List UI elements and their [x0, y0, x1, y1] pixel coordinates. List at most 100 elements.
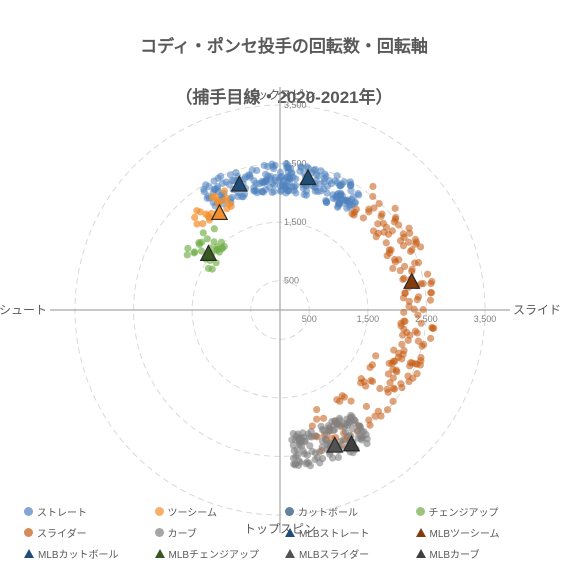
data-point: [405, 303, 412, 310]
data-point: [336, 417, 343, 424]
data-point: [384, 406, 391, 413]
data-point: [376, 385, 383, 392]
data-point: [184, 245, 191, 252]
data-point: [319, 437, 326, 444]
data-point: [364, 435, 371, 442]
data-point: [358, 375, 365, 382]
data-point: [246, 172, 253, 179]
legend-item: ストレート: [24, 504, 153, 519]
data-point: [386, 246, 393, 253]
data-point: [336, 201, 343, 208]
data-point: [427, 335, 434, 342]
legend-label: MLBスライダー: [299, 546, 369, 561]
data-point: [418, 320, 425, 327]
legend-swatch-circle: [155, 528, 164, 537]
data-point: [348, 425, 355, 432]
data-point: [339, 392, 346, 399]
data-point: [304, 163, 311, 170]
data-point: [347, 398, 354, 405]
data-point: [347, 187, 354, 194]
data-point: [264, 173, 271, 180]
data-point: [271, 162, 278, 169]
data-point: [300, 434, 307, 441]
data-point: [195, 239, 202, 246]
data-point: [417, 354, 424, 361]
data-point: [395, 221, 402, 228]
data-point: [193, 220, 200, 227]
data-point: [373, 233, 380, 240]
data-point: [398, 341, 405, 348]
legend-item: MLBツーシーム: [416, 525, 545, 540]
legend-item: MLBチェンジアップ: [155, 546, 284, 561]
data-point: [221, 187, 228, 194]
legend: ストレートツーシームカットボールチェンジアップスライダーカーブMLBストレートM…: [24, 504, 544, 561]
data-point: [283, 164, 290, 171]
legend-label: カーブ: [168, 525, 197, 540]
legend-label: MLBチェンジアップ: [169, 546, 260, 561]
data-point: [390, 385, 397, 392]
data-point: [320, 415, 327, 422]
data-point: [184, 251, 191, 258]
data-point: [253, 167, 260, 174]
data-point: [316, 459, 323, 466]
legend-swatch-circle: [24, 528, 33, 537]
chart-container: コディ・ポンセ投手の回転数・回転軸 （捕手目線・2020-2021年） 5001…: [0, 0, 568, 567]
x-tick-label: 500: [302, 314, 317, 324]
legend-item: MLBスライダー: [285, 546, 414, 561]
data-point: [424, 271, 431, 278]
data-point: [357, 433, 364, 440]
legend-swatch-triangle: [285, 549, 295, 558]
legend-item: MLBカーブ: [416, 546, 545, 561]
data-point: [258, 178, 265, 185]
data-point: [264, 163, 271, 170]
data-point: [397, 267, 404, 274]
data-point: [314, 188, 321, 195]
data-point: [191, 214, 198, 221]
data-point: [317, 180, 324, 187]
legend-label: MLBカーブ: [430, 546, 480, 561]
data-point: [191, 249, 198, 256]
data-point: [400, 326, 407, 333]
legend-swatch-circle: [285, 507, 294, 516]
data-point: [348, 196, 355, 203]
data-point: [349, 413, 356, 420]
data-point: [357, 424, 364, 431]
data-point: [290, 430, 297, 437]
y-tick-label: 1,500: [284, 217, 307, 227]
data-point: [282, 182, 289, 189]
data-point: [399, 276, 406, 283]
legend-swatch-triangle: [155, 549, 165, 558]
data-point: [417, 361, 424, 368]
data-point: [221, 243, 228, 250]
data-point: [339, 192, 346, 199]
data-point: [376, 200, 383, 207]
legend-item: チェンジアップ: [416, 504, 545, 519]
data-point: [389, 360, 396, 367]
data-point: [360, 214, 367, 221]
data-point: [372, 352, 379, 359]
data-point: [290, 461, 297, 468]
data-point: [282, 189, 289, 196]
legend-label: MLBカットボール: [38, 546, 119, 561]
legend-swatch-triangle: [24, 549, 34, 558]
data-point: [354, 190, 361, 197]
data-point: [217, 173, 224, 180]
data-point: [205, 265, 212, 272]
data-point: [428, 289, 435, 296]
data-point: [389, 227, 396, 234]
legend-swatch-circle: [24, 507, 33, 516]
data-point: [408, 246, 415, 253]
data-point: [400, 309, 407, 316]
data-point: [375, 408, 382, 415]
data-point: [398, 355, 405, 362]
data-point: [392, 205, 399, 212]
data-point: [362, 382, 369, 389]
data-point: [427, 297, 434, 304]
data-point: [415, 293, 422, 300]
data-point: [197, 208, 204, 215]
data-point: [313, 416, 320, 423]
data-point: [330, 422, 337, 429]
data-point: [227, 203, 234, 210]
data-point: [201, 188, 208, 195]
data-point: [313, 432, 320, 439]
